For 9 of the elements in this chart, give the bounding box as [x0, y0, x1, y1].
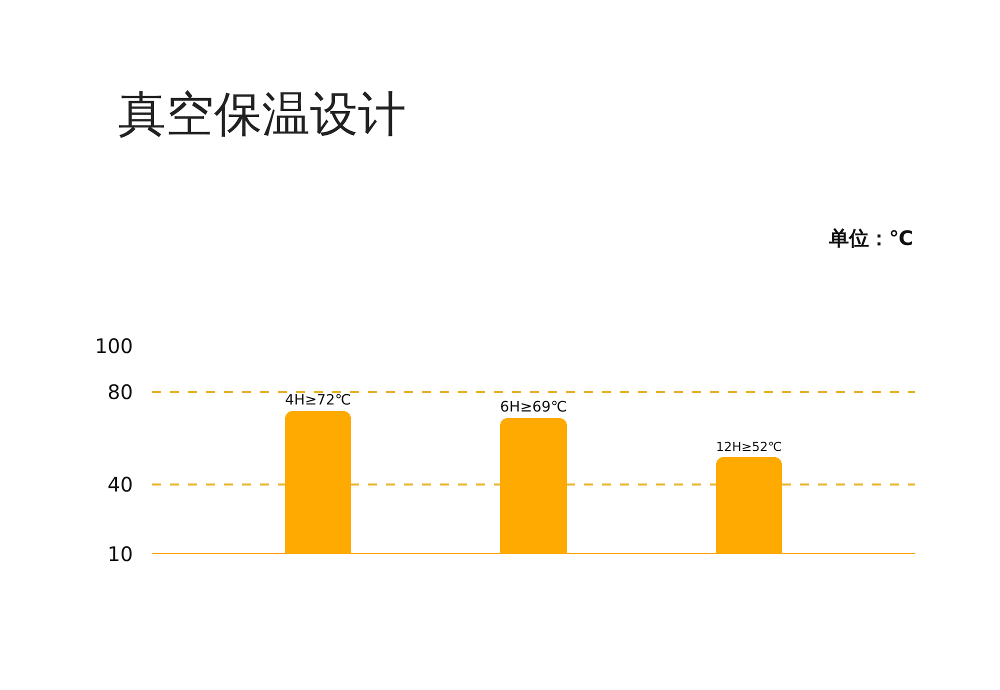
y-tick-label: 10 — [108, 542, 133, 566]
data-label: 4H≥72℃ — [285, 392, 351, 408]
y-tick-label: 100 — [94, 334, 133, 358]
data-label: 6H≥69℃ — [500, 399, 567, 416]
y-tick-label: 40 — [108, 472, 133, 497]
y-axis-title: 单位：℃ — [828, 226, 914, 250]
data-label: 12H≥52℃ — [716, 438, 782, 454]
y-tick-label: 80 — [108, 380, 133, 404]
chart-title: 真空保温设计 — [118, 86, 406, 143]
